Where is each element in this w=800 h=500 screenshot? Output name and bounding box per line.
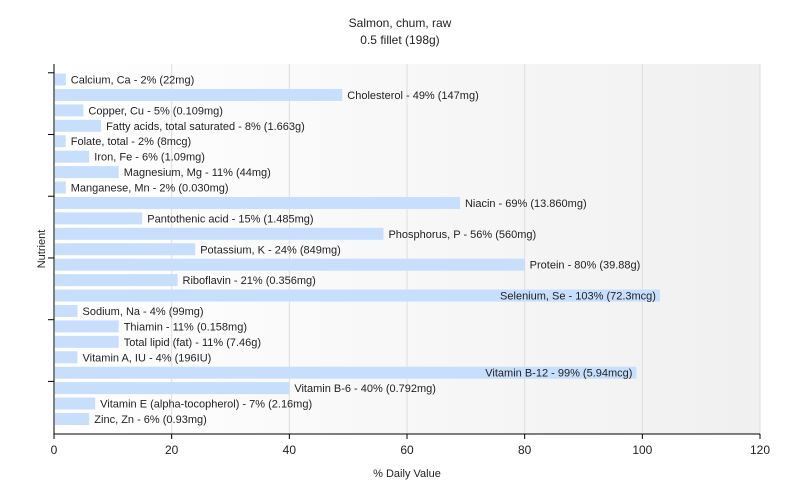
x-tick-label: 100 xyxy=(632,443,652,457)
bar-label: Calcium, Ca - 2% (22mg) xyxy=(71,75,194,87)
bar[interactable] xyxy=(55,150,90,163)
bar-label: Pantothenic acid - 15% (1.485mg) xyxy=(147,213,313,225)
x-tick-label: 20 xyxy=(165,443,179,457)
bar[interactable] xyxy=(55,88,343,101)
bar[interactable] xyxy=(55,304,78,317)
bar-label: Selenium, Se - 103% (72.3mcg) xyxy=(500,291,656,303)
bar-label: Phosphorus, P - 56% (560mg) xyxy=(388,229,536,241)
x-tick-label: 0 xyxy=(51,443,58,457)
axes: 0 20 40 60 80 100 120 xyxy=(48,64,770,457)
bar[interactable] xyxy=(55,274,178,287)
x-tick-label: 40 xyxy=(283,443,297,457)
bar-label: Vitamin B-6 - 40% (0.792mg) xyxy=(294,383,436,395)
bar[interactable] xyxy=(55,335,119,348)
x-tick-label: 80 xyxy=(518,443,532,457)
bar-label: Vitamin E (alpha-tocopherol) - 7% (2.16m… xyxy=(100,399,312,411)
bar-label: Vitamin B-12 - 99% (5.94mcg) xyxy=(485,368,632,380)
chart-subtitle: 0.5 fillet (198g) xyxy=(360,33,439,47)
bars: Calcium, Ca - 2% (22mg) Cholesterol - 49%… xyxy=(55,73,660,426)
x-axis-label: % Daily Value xyxy=(373,468,441,480)
bar[interactable] xyxy=(55,119,102,132)
bar-label: Manganese, Mn - 2% (0.030mg) xyxy=(71,183,229,195)
bar[interactable] xyxy=(55,227,384,240)
bar-label: Copper, Cu - 5% (0.109mg) xyxy=(88,105,223,117)
bar-label: Thiamin - 11% (0.158mg) xyxy=(124,321,247,333)
x-tick-label: 60 xyxy=(400,443,414,457)
bar-label: Niacin - 69% (13.860mg) xyxy=(465,198,587,210)
bar[interactable] xyxy=(55,413,90,425)
bar[interactable] xyxy=(55,382,290,395)
bar[interactable] xyxy=(55,351,78,364)
bar-label: Magnesium, Mg - 11% (44mg) xyxy=(124,167,271,179)
bar[interactable] xyxy=(55,166,119,179)
bar-label: Riboflavin - 21% (0.356mg) xyxy=(183,275,316,287)
bar[interactable] xyxy=(55,196,460,209)
bar[interactable] xyxy=(55,73,66,86)
bar-label: Zinc, Zn - 6% (0.93mg) xyxy=(94,414,206,426)
bar-label: Iron, Fe - 6% (1.09mg) xyxy=(94,152,205,164)
bar-label: Protein - 80% (39.88g) xyxy=(530,260,641,272)
x-tick-label: 120 xyxy=(750,443,770,457)
bar[interactable] xyxy=(55,212,143,225)
bar-label: Potassium, K - 24% (849mg) xyxy=(200,244,341,256)
bar[interactable] xyxy=(55,320,119,333)
bar[interactable] xyxy=(55,243,196,256)
bar[interactable] xyxy=(55,135,66,148)
bar-label: Total lipid (fat) - 11% (7.46g) xyxy=(124,337,261,349)
bar[interactable] xyxy=(55,181,66,194)
chart-title: Salmon, chum, raw xyxy=(349,16,452,30)
bar[interactable] xyxy=(55,104,84,117)
bar[interactable] xyxy=(55,366,637,379)
bar[interactable] xyxy=(55,397,96,410)
bar-label: Vitamin A, IU - 4% (196IU) xyxy=(83,352,212,364)
bar[interactable] xyxy=(55,289,660,302)
bar-label: Cholesterol - 49% (147mg) xyxy=(347,90,478,102)
grid-lines xyxy=(171,64,761,434)
y-axis-label: Nutrient xyxy=(36,230,48,269)
bar-label: Sodium, Na - 4% (99mg) xyxy=(83,306,204,318)
bar[interactable] xyxy=(55,258,525,271)
bar-label: Folate, total - 2% (8mcg) xyxy=(71,136,191,148)
bar-label: Fatty acids, total saturated - 8% (1.663… xyxy=(106,121,305,133)
